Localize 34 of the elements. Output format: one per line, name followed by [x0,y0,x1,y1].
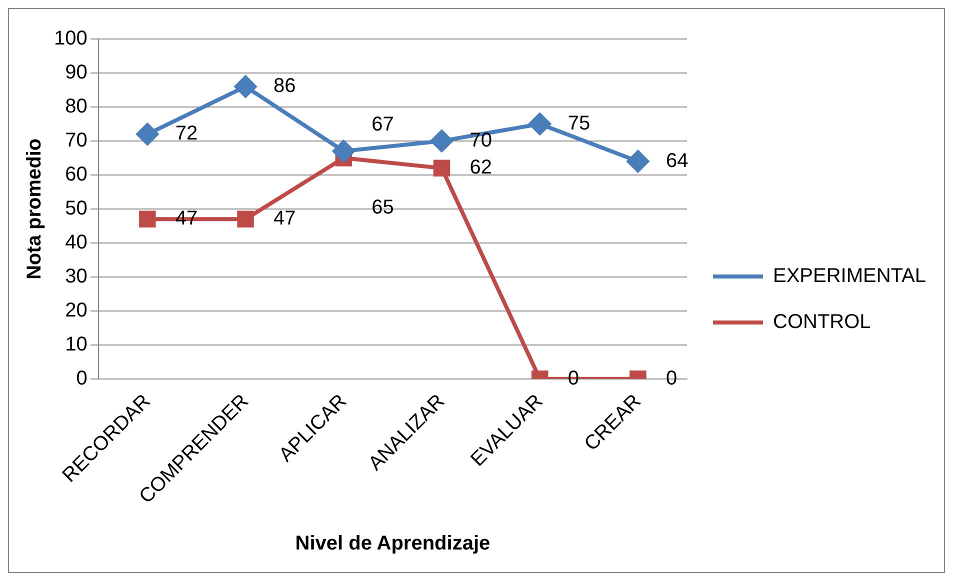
point [139,210,156,228]
point [528,112,551,135]
y-tick-label: 0 [76,367,88,390]
x-axis-title: Nivel de Aprendizaje [295,532,490,555]
legend-label: EXPERIMENTAL [773,265,926,288]
point [237,210,254,228]
data-label: 47 [274,208,296,230]
y-tick-label: 60 [65,163,88,186]
y-tick-label: 40 [65,231,88,254]
point [136,123,158,146]
y-tick-label: 50 [65,197,88,220]
data-label: 75 [568,112,590,134]
y-axis-title: Nota promedio [24,138,46,280]
data-label: 64 [666,150,688,172]
y-tick-label: 100 [54,28,88,50]
point [332,140,355,162]
point [626,150,649,172]
data-label: 70 [470,129,492,152]
y-tick-label: 70 [65,129,88,152]
data-label: 72 [175,122,198,145]
data-label: 67 [372,114,394,136]
y-tick-label: 90 [65,62,88,84]
point [234,76,257,98]
legend-label: CONTROL [773,311,871,334]
point [433,160,450,177]
y-tick-label: 10 [65,333,88,356]
data-label: 86 [274,75,296,98]
y-tick-label: 30 [65,265,88,288]
data-label: 65 [372,196,394,218]
data-label: 62 [470,156,492,179]
y-tick-label: 80 [65,95,88,118]
data-label: 0 [666,367,678,390]
y-tick-label: 20 [65,299,88,322]
point [430,130,453,152]
